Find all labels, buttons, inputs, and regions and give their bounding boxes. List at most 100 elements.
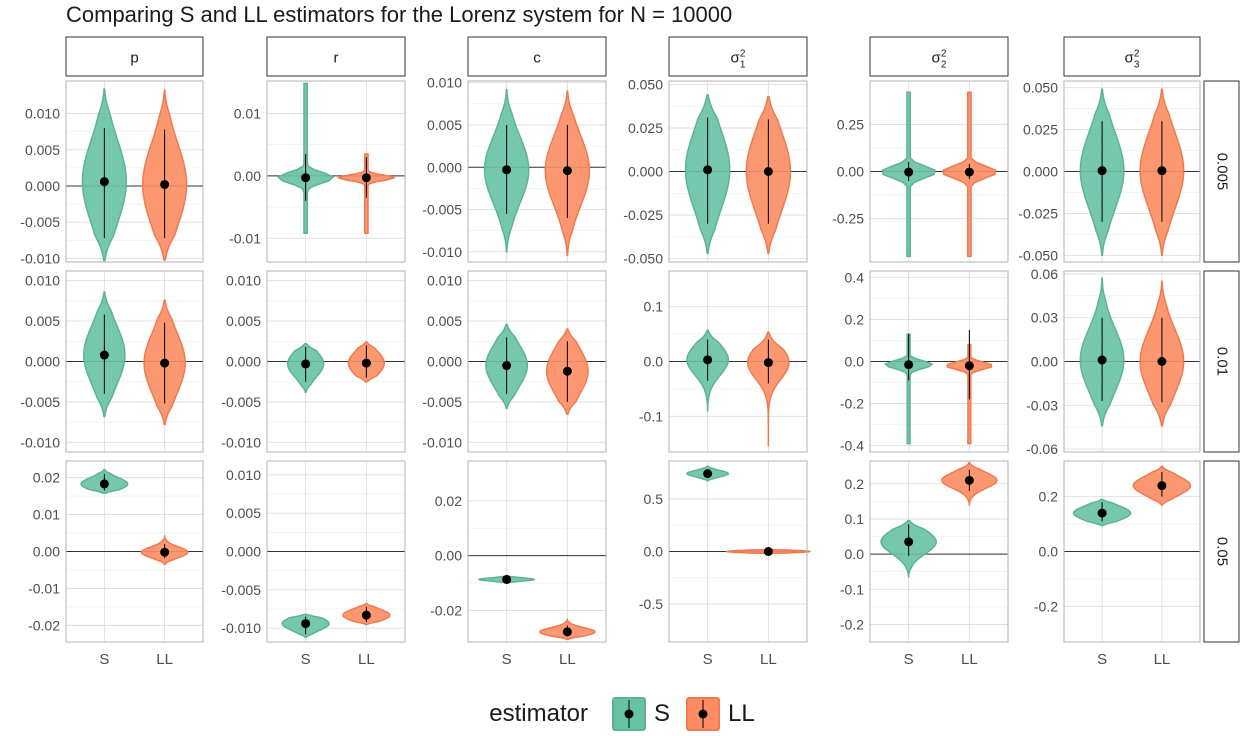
x-tick-label: LL xyxy=(1154,651,1171,668)
median-point-s xyxy=(904,167,914,177)
chart-title: Comparing S and LL estimators for the Lo… xyxy=(66,2,733,27)
panel-r1-c2: -0.01 0.00 0.01 xyxy=(229,80,406,263)
median-point-ll xyxy=(1157,166,1167,176)
panel-border xyxy=(467,460,607,643)
y-tick-label: 0.010 xyxy=(25,273,60,289)
panel-border xyxy=(65,80,204,263)
panel-border xyxy=(869,460,1009,643)
y-tick-label: 0.000 xyxy=(25,354,60,370)
median-point-s xyxy=(301,173,311,183)
y-tick-label: -0.2 xyxy=(840,396,864,412)
legend-key-ll xyxy=(686,697,720,731)
y-tick-label: 0.000 xyxy=(628,164,663,180)
y-tick-label: 0.000 xyxy=(25,178,60,194)
median-point-ll xyxy=(763,547,773,556)
panel-r2-c5: -0.4 -0.2 0.0 0.2 0.4 xyxy=(840,269,1009,454)
panel-r2-c1: -0.010 -0.005 0.000 0.005 0.010 xyxy=(20,270,204,453)
median-point-s xyxy=(301,359,311,369)
y-tick-label: 0.0 xyxy=(1039,544,1059,560)
y-tick-label: 0.0 xyxy=(845,354,865,370)
y-tick-label: -0.010 xyxy=(221,620,261,636)
median-point-s xyxy=(1097,355,1107,365)
median-point-ll xyxy=(763,358,773,368)
row-strip-label-3: 0.05 xyxy=(1214,537,1231,566)
y-tick-label: 0.02 xyxy=(33,470,60,486)
median-point-s xyxy=(502,361,512,371)
y-tick-label: -0.02 xyxy=(430,602,462,618)
y-tick-label: 0.2 xyxy=(845,476,865,492)
y-tick-label: -0.005 xyxy=(422,394,462,410)
median-point-ll xyxy=(562,166,572,176)
x-tick-label: S xyxy=(301,651,311,668)
median-point-s xyxy=(301,619,311,629)
median-point-s xyxy=(904,537,914,547)
y-tick-label: -0.010 xyxy=(422,244,462,260)
legend-label-ll: LL xyxy=(728,700,755,727)
x-tick-label: LL xyxy=(156,651,173,668)
y-tick-label: -0.005 xyxy=(20,214,60,230)
y-tick-label: 0.005 xyxy=(226,505,261,521)
median-point-s xyxy=(904,360,914,370)
y-tick-label: 0.00 xyxy=(837,164,864,180)
y-tick-label: -0.03 xyxy=(1026,397,1058,413)
panel-r3-c3: -0.02 0.00 0.02 S LL xyxy=(430,460,607,668)
panel-r1-c5: -0.25 0.00 0.25 xyxy=(832,80,1009,263)
y-tick-label: 0.1 xyxy=(644,299,664,315)
median-point-ll xyxy=(562,366,572,376)
y-tick-label: 0.000 xyxy=(226,354,261,370)
row-strip-label-1: 0.005 xyxy=(1214,153,1231,191)
median-point-s xyxy=(99,350,109,360)
y-tick-label: 0.010 xyxy=(25,106,60,122)
y-tick-label: -0.005 xyxy=(20,394,60,410)
facet-strip-3 xyxy=(467,36,607,77)
legend-item-ll: LL xyxy=(686,697,755,731)
y-tick-label: 0.25 xyxy=(837,116,864,132)
y-tick-label: -0.4 xyxy=(840,438,864,454)
panel-r3-c6: -0.2 0.0 0.2 S LL xyxy=(1034,460,1201,668)
y-tick-label: -0.010 xyxy=(20,250,60,266)
y-tick-label: -0.02 xyxy=(28,617,60,633)
panel-r2-c3: -0.010 -0.005 0.000 0.005 0.010 xyxy=(422,270,607,453)
y-tick-label: 0.005 xyxy=(25,142,60,158)
y-tick-label: -0.010 xyxy=(20,434,60,450)
y-tick-label: 0.025 xyxy=(628,120,663,136)
legend-key-s xyxy=(611,697,646,731)
panel-border xyxy=(668,80,808,263)
facet-strip-1 xyxy=(65,36,204,77)
y-tick-label: 0.00 xyxy=(435,548,462,564)
y-tick-label: -0.06 xyxy=(1026,441,1058,457)
median-point-s xyxy=(502,165,512,175)
median-point-ll xyxy=(964,167,974,177)
panel-border xyxy=(1063,270,1201,453)
violin-ll xyxy=(746,331,790,447)
y-tick-label: -0.1 xyxy=(639,408,663,424)
panel-border xyxy=(1063,460,1201,643)
x-tick-label: S xyxy=(99,651,109,668)
y-tick-label: 0.00 xyxy=(1031,354,1058,370)
y-tick-label: -0.2 xyxy=(1034,598,1058,614)
median-point-ll xyxy=(1157,481,1167,491)
y-tick-label: -0.050 xyxy=(623,251,663,267)
panel-r2-c6: -0.06 -0.03 0.00 0.03 0.06 xyxy=(1026,266,1201,457)
y-tick-label: 0.0 xyxy=(644,354,664,370)
y-tick-label: 0.03 xyxy=(1031,310,1058,326)
legend: estimator S LL xyxy=(0,694,1244,734)
row-strip-1 xyxy=(1203,80,1240,263)
panel-border xyxy=(668,460,808,643)
legend-label-s: S xyxy=(653,700,670,727)
panel-border xyxy=(266,80,406,263)
y-tick-label: 0.01 xyxy=(33,507,60,523)
y-tick-label: -0.2 xyxy=(840,616,864,632)
facet-strip-label-6: σ32 xyxy=(1125,49,1140,71)
y-tick-label: 0.010 xyxy=(226,467,261,483)
median-point-ll xyxy=(160,547,170,557)
facet-strip-label-3: c xyxy=(533,50,541,67)
y-tick-label: -0.25 xyxy=(832,211,864,227)
x-tick-label: LL xyxy=(559,651,576,668)
y-tick-label: 0.050 xyxy=(1023,80,1058,96)
median-point-ll xyxy=(763,167,773,176)
y-tick-label: 0.010 xyxy=(427,273,462,289)
violin-s xyxy=(883,333,934,445)
panel-r3-c1: -0.02 -0.01 0.00 0.01 0.02 S LL xyxy=(28,460,204,668)
panel-border xyxy=(869,80,1009,263)
